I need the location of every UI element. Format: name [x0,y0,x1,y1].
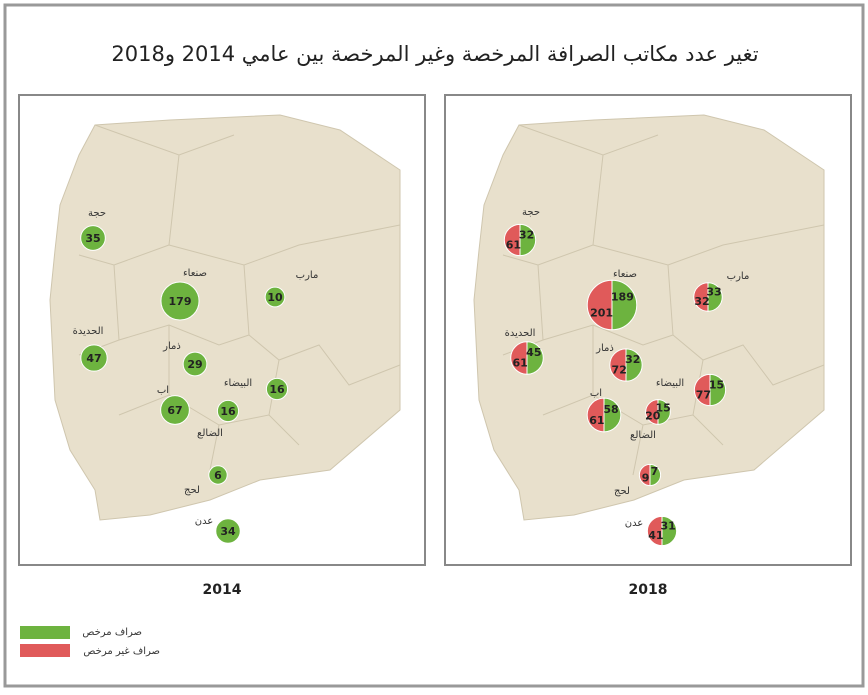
map-panel: حجة صنعاء مارب الحديدة ذمار البيضاء اب الضالع لح… [444,94,852,566]
pie-label: 45 [526,346,541,359]
pie-slice [709,373,727,407]
legend-label: صراف غير مرخص [83,646,160,657]
pie-slice [519,223,536,257]
place-label: صنعاء [183,268,207,279]
place-label: البيضاء [224,378,252,389]
pie-label: 15 [709,378,724,391]
place-label: عدن [195,516,214,527]
pie-label: 72 [612,364,627,377]
bubble [182,351,208,377]
bubble-label: 47 [86,352,101,365]
bubble [160,281,200,321]
legend-swatch [20,626,70,639]
place-label: الحديدة [73,326,104,337]
place-label: مارب [727,271,750,282]
bubble [215,518,241,544]
pie-label: 31 [660,520,675,533]
pie-slice [646,515,663,547]
bubble-label: 16 [220,405,236,418]
pie-label: 33 [706,286,721,299]
pie-label: 61 [513,357,528,370]
place-label: حجة [522,207,540,218]
bubble [265,377,289,401]
pie-label: 61 [589,414,604,427]
bubble [160,395,190,425]
place-label: البيضاء [656,378,684,389]
map-panel: حجة صنعاء مارب الحديدة ذمار البيضاء اب الضالع لح… [18,94,426,566]
pie-label: 32 [694,295,709,308]
place-label: اب [157,385,169,396]
place-label: الضالع [197,428,223,439]
bubble-label: 179 [169,295,192,308]
bubble [264,286,286,308]
pie-slice [693,373,711,407]
year-label: 2018 [629,582,668,598]
place-label: ذمار [595,343,614,354]
place-label: الحديدة [505,328,536,339]
pie-slice [510,341,528,375]
pie-label: 41 [648,529,663,542]
place-label: ذمار [162,341,181,352]
place-label: مارب [296,270,319,281]
pie-slice [707,282,723,312]
pie-label: 201 [590,307,613,320]
place-label: الضالع [630,430,656,441]
pie-slice [526,341,544,375]
bubble [208,465,228,485]
legend-label: صراف مرخص [82,627,142,638]
legend-swatch [20,644,70,657]
bubble [216,399,240,423]
title: تغير عدد مكاتب الصرافة المرخصة وغير المر… [111,42,758,66]
place-label: صنعاء [613,269,637,280]
pie-label: 32 [625,353,640,366]
pie-label: 77 [696,388,711,401]
bubble-label: 10 [267,291,283,304]
place-label: حجة [88,208,106,219]
pie-slice [657,399,671,425]
pie-slice [586,397,605,433]
pie-slice [586,279,613,331]
place-label: لحج [614,486,630,497]
bubble [80,225,106,251]
pie-label: 9 [642,472,650,485]
place-label: اب [590,388,602,399]
pie-label: 7 [651,465,659,478]
pie-label: 20 [645,409,661,422]
bubble-label: 67 [167,404,182,417]
pie-slice [611,279,638,331]
pie-label: 189 [611,291,634,304]
bubble-label: 35 [85,232,100,245]
bubble-label: 6 [214,469,222,482]
pie-slice [693,282,709,312]
pie-label: 15 [656,401,671,414]
pie-slice [649,463,662,487]
pie-slice [638,463,651,487]
pie-slice [603,397,622,433]
bubble-label: 29 [187,358,202,371]
bubble-label: 34 [220,525,236,538]
pie-slice [625,348,643,382]
bubble [80,344,108,372]
place-label: لحج [184,485,200,496]
pie-slice [661,515,678,547]
pie-label: 32 [519,228,534,241]
year-label: 2014 [203,582,242,598]
pie-slice [504,223,521,257]
pie-label: 61 [506,238,521,251]
place-label: عدن [625,518,644,529]
bubble-label: 16 [269,383,285,396]
pie-slice [645,399,659,425]
pie-slice [609,348,627,382]
pie-label: 58 [603,403,618,416]
